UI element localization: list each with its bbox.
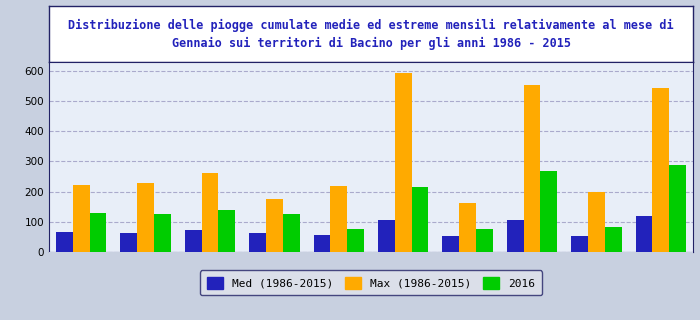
Bar bbox=[137, 183, 154, 252]
Bar bbox=[90, 213, 106, 252]
Bar bbox=[154, 214, 171, 252]
Bar bbox=[314, 235, 330, 252]
Bar bbox=[56, 232, 73, 252]
Bar bbox=[476, 229, 493, 252]
Bar bbox=[636, 216, 652, 252]
Bar bbox=[571, 236, 588, 252]
Bar bbox=[442, 236, 459, 252]
Bar bbox=[218, 211, 235, 252]
Bar bbox=[249, 233, 266, 252]
Bar bbox=[378, 220, 395, 252]
Bar bbox=[459, 203, 476, 252]
Bar bbox=[507, 220, 524, 252]
Bar bbox=[266, 199, 283, 252]
Bar bbox=[588, 192, 605, 252]
Bar bbox=[524, 85, 540, 252]
Bar bbox=[669, 165, 686, 252]
Bar bbox=[330, 186, 347, 252]
Bar bbox=[412, 187, 428, 252]
Bar bbox=[120, 233, 137, 252]
Bar bbox=[652, 88, 669, 252]
Legend: Med (1986-2015), Max (1986-2015), 2016: Med (1986-2015), Max (1986-2015), 2016 bbox=[200, 270, 542, 295]
Text: Distribuzione delle piogge cumulate medie ed estreme mensili relativamente al me: Distribuzione delle piogge cumulate medi… bbox=[68, 19, 674, 50]
Bar bbox=[347, 229, 364, 252]
Bar bbox=[540, 171, 557, 252]
Bar bbox=[73, 185, 90, 252]
Bar bbox=[202, 173, 218, 252]
Bar bbox=[395, 73, 412, 252]
Bar bbox=[185, 230, 202, 252]
Bar bbox=[605, 228, 622, 252]
Bar bbox=[283, 214, 300, 252]
